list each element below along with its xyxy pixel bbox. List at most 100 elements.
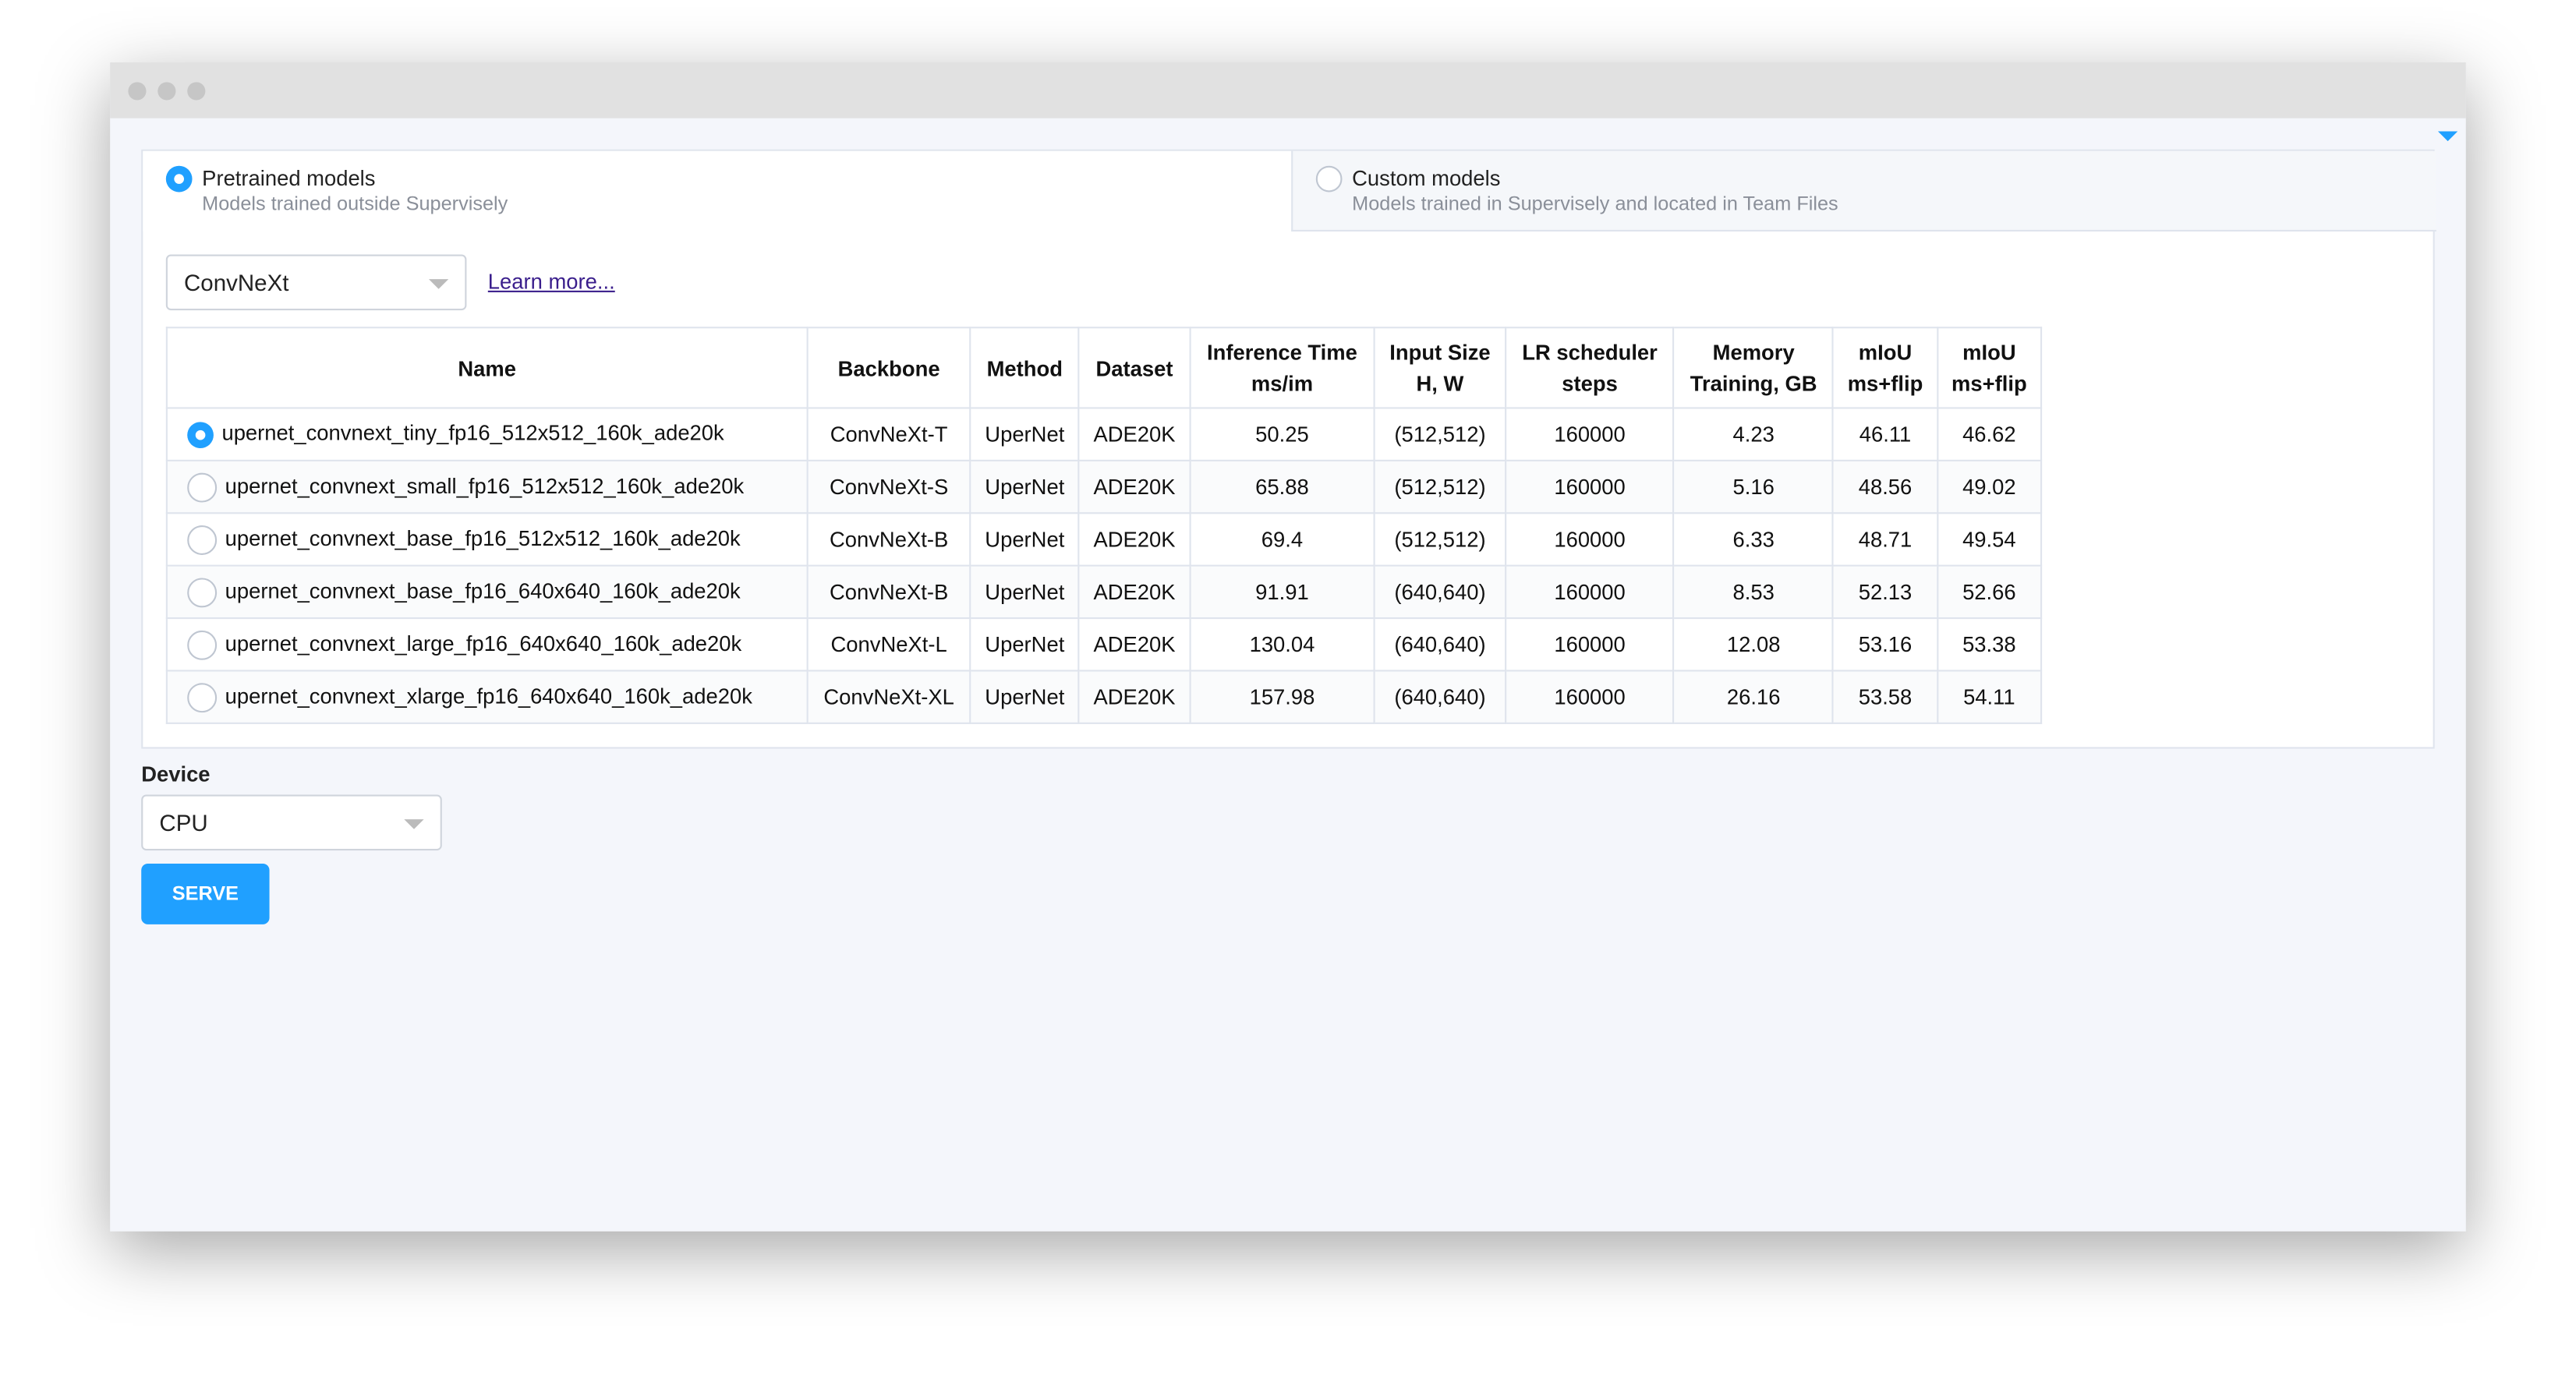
tab-title: Pretrained models — [202, 165, 376, 191]
cell-text: 48.71 — [1858, 527, 1913, 552]
table-cell: (640,640) — [1373, 670, 1507, 724]
cell-text: UperNet — [985, 527, 1065, 552]
tab-radio[interactable] — [1315, 165, 1343, 193]
table-cell: ConvNeXt-L — [806, 617, 971, 672]
cell-text: 53.58 — [1858, 684, 1913, 709]
row-radio[interactable] — [187, 629, 218, 659]
learn-more-link[interactable]: Learn more... — [487, 269, 615, 295]
cell-text: (640,640) — [1394, 631, 1486, 657]
header-text: mIoU — [1962, 340, 2016, 365]
table-cell: 54.11 — [1936, 670, 2043, 724]
cell-text: ADE20K — [1093, 631, 1176, 657]
header-text: Input Size — [1389, 340, 1491, 365]
cell-text: ConvNeXt-XL — [823, 684, 954, 709]
cell-text: upernet_convnext_small_fp16_512x512_160k… — [225, 472, 745, 498]
cell-text: 49.02 — [1962, 474, 2016, 500]
column-header: Input Size H, W — [1373, 327, 1507, 409]
cell-text: upernet_convnext_xlarge_fp16_640x640_160… — [225, 683, 752, 708]
row-radio[interactable] — [187, 421, 214, 448]
table-cell: 130.04 — [1189, 617, 1375, 672]
table-cell: ConvNeXt-T — [806, 407, 971, 461]
cell-text: 69.4 — [1261, 527, 1304, 552]
cell-text: UperNet — [985, 579, 1065, 605]
model-row[interactable]: upernet_convnext_tiny_fp16_512x512_160k_… — [165, 407, 2043, 461]
table-cell: UperNet — [969, 512, 1080, 567]
column-header: Method — [969, 327, 1080, 409]
tab-radio[interactable] — [165, 165, 193, 193]
cell-text: 160000 — [1554, 474, 1626, 500]
device-select[interactable]: CPU — [141, 794, 442, 851]
device-label: Device — [141, 762, 211, 786]
cell-text: 157.98 — [1249, 684, 1315, 709]
header-text: ms+flip — [1951, 371, 2027, 396]
cell-text: (640,640) — [1394, 579, 1486, 605]
cell-text: ConvNeXt-L — [830, 631, 947, 657]
architecture-select[interactable]: ConvNeXt — [165, 254, 467, 311]
cell-text: (640,640) — [1394, 684, 1486, 709]
column-header: Name — [165, 327, 809, 409]
model-tab[interactable]: Pretrained models Models trained outside … — [143, 150, 1292, 232]
table-cell: UperNet — [969, 564, 1080, 620]
cell-text: 52.66 — [1962, 579, 2016, 605]
table-cell: 48.56 — [1832, 459, 1938, 514]
model-row[interactable]: upernet_convnext_large_fp16_640x640_160k… — [165, 617, 2043, 672]
table-cell: 26.16 — [1672, 670, 1835, 724]
row-radio[interactable] — [187, 577, 218, 607]
header-text: Dataset — [1095, 355, 1173, 380]
model-row[interactable]: upernet_convnext_base_fp16_512x512_160k_… — [165, 512, 2043, 567]
table-cell: 48.71 — [1832, 512, 1938, 567]
column-header: mIoU ms+flip — [1936, 327, 2043, 409]
table-cell: 5.16 — [1672, 459, 1835, 514]
table-cell: ConvNeXt-B — [806, 512, 971, 567]
title-bar — [110, 62, 2466, 118]
header-text: steps — [1562, 371, 1618, 396]
cell-text: ConvNeXt-B — [829, 527, 949, 552]
cell-text: 50.25 — [1255, 422, 1309, 447]
table-cell: 8.53 — [1672, 564, 1835, 620]
model-card: ConvNeXt Learn more... Name Backbone Metho… — [141, 149, 2436, 749]
table-cell: 69.4 — [1189, 512, 1375, 567]
table-cell: 52.66 — [1936, 564, 2043, 620]
table-cell: (512,512) — [1373, 512, 1507, 567]
cell-text: 53.38 — [1962, 631, 2016, 657]
row-radio[interactable] — [187, 682, 218, 712]
header-text: ms+flip — [1847, 371, 1923, 396]
tab-title: Custom models — [1352, 165, 1501, 191]
tab-subtitle: Models trained in Supervisely and locate… — [1352, 192, 1838, 215]
table-cell: ADE20K — [1077, 459, 1191, 514]
model-row[interactable]: upernet_convnext_base_fp16_640x640_160k_… — [165, 564, 2043, 620]
row-radio[interactable] — [187, 472, 218, 502]
row-radio[interactable] — [187, 524, 218, 554]
cell-text: 12.08 — [1726, 631, 1781, 657]
table-cell: upernet_convnext_xlarge_fp16_640x640_160… — [165, 670, 809, 724]
cell-text: ConvNeXt-S — [829, 474, 949, 500]
collapse-arrow[interactable] — [2437, 131, 2458, 151]
column-header: Backbone — [806, 327, 971, 409]
cell-text: 160000 — [1554, 631, 1626, 657]
cell-text: UperNet — [985, 422, 1065, 447]
table-cell: ConvNeXt-S — [806, 459, 971, 514]
cell-text: 4.23 — [1732, 422, 1775, 447]
table-cell: 6.33 — [1672, 512, 1835, 567]
cell-text: upernet_convnext_large_fp16_640x640_160k… — [225, 630, 742, 656]
table-cell: UperNet — [969, 407, 1080, 461]
header-text: Training, GB — [1690, 371, 1817, 396]
cell-text: ADE20K — [1093, 422, 1176, 447]
header-text: LR scheduler — [1522, 340, 1658, 365]
table-cell: upernet_convnext_base_fp16_640x640_160k_… — [165, 564, 809, 620]
table-cell: 53.58 — [1832, 670, 1938, 724]
cell-text: 6.33 — [1732, 527, 1775, 552]
table-cell: ADE20K — [1077, 617, 1191, 672]
cell-text: 8.53 — [1732, 579, 1775, 605]
header-text: ms/im — [1251, 371, 1314, 396]
cell-text: ADE20K — [1093, 684, 1176, 709]
model-row[interactable]: upernet_convnext_xlarge_fp16_640x640_160… — [165, 670, 2043, 724]
table-cell: UperNet — [969, 617, 1080, 672]
cell-text: 49.54 — [1962, 527, 2016, 552]
model-tab[interactable]: Custom models Models trained in Supervise… — [1291, 150, 2436, 232]
serve-button[interactable]: SERVE — [141, 863, 270, 924]
table-cell: ADE20K — [1077, 407, 1191, 461]
window-dot — [157, 82, 176, 101]
header-text: Method — [986, 355, 1063, 380]
model-row[interactable]: upernet_convnext_small_fp16_512x512_160k… — [165, 459, 2043, 514]
